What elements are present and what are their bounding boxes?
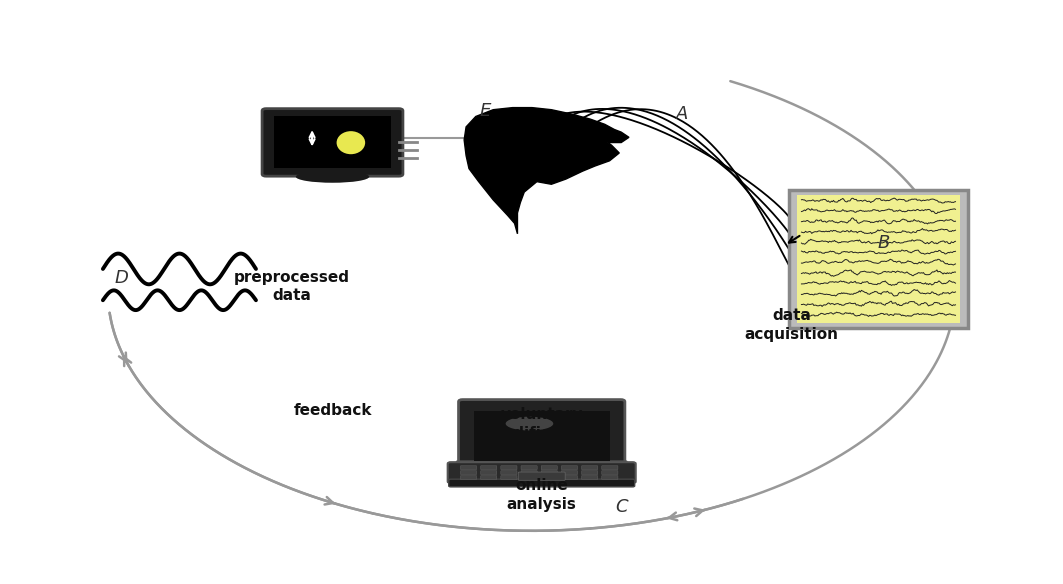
FancyBboxPatch shape bbox=[541, 475, 557, 479]
FancyBboxPatch shape bbox=[561, 475, 577, 479]
FancyBboxPatch shape bbox=[561, 471, 577, 475]
Text: feedback: feedback bbox=[293, 402, 372, 418]
FancyBboxPatch shape bbox=[460, 466, 476, 470]
FancyBboxPatch shape bbox=[480, 471, 496, 475]
Text: data
acquisition: data acquisition bbox=[745, 308, 839, 342]
Polygon shape bbox=[465, 107, 629, 234]
FancyBboxPatch shape bbox=[581, 471, 597, 475]
Ellipse shape bbox=[337, 131, 366, 154]
Text: A: A bbox=[676, 105, 689, 123]
FancyBboxPatch shape bbox=[789, 190, 967, 328]
FancyBboxPatch shape bbox=[521, 471, 537, 475]
Text: online
analysis: online analysis bbox=[507, 478, 576, 512]
Text: C: C bbox=[615, 498, 627, 516]
FancyBboxPatch shape bbox=[456, 461, 627, 468]
Polygon shape bbox=[322, 166, 342, 174]
FancyBboxPatch shape bbox=[521, 475, 537, 479]
FancyBboxPatch shape bbox=[602, 471, 618, 475]
FancyBboxPatch shape bbox=[274, 116, 391, 168]
FancyBboxPatch shape bbox=[460, 475, 476, 479]
FancyBboxPatch shape bbox=[480, 475, 496, 479]
FancyBboxPatch shape bbox=[541, 466, 557, 470]
Ellipse shape bbox=[506, 417, 553, 430]
Text: preprocessed
data: preprocessed data bbox=[234, 270, 350, 303]
FancyBboxPatch shape bbox=[501, 466, 517, 470]
Text: E: E bbox=[479, 102, 491, 120]
FancyBboxPatch shape bbox=[474, 411, 610, 461]
FancyBboxPatch shape bbox=[448, 462, 636, 483]
FancyBboxPatch shape bbox=[519, 472, 566, 480]
Text: voluntary
modification: voluntary modification bbox=[488, 407, 595, 440]
FancyBboxPatch shape bbox=[521, 466, 537, 470]
FancyBboxPatch shape bbox=[501, 471, 517, 475]
Text: B: B bbox=[877, 234, 890, 252]
Ellipse shape bbox=[296, 171, 369, 183]
FancyBboxPatch shape bbox=[480, 466, 496, 470]
Text: D: D bbox=[115, 269, 129, 287]
FancyBboxPatch shape bbox=[581, 475, 597, 479]
FancyBboxPatch shape bbox=[263, 109, 403, 176]
FancyBboxPatch shape bbox=[541, 471, 557, 475]
FancyBboxPatch shape bbox=[561, 466, 577, 470]
FancyBboxPatch shape bbox=[458, 399, 625, 467]
FancyBboxPatch shape bbox=[797, 195, 960, 324]
FancyBboxPatch shape bbox=[449, 479, 635, 487]
FancyBboxPatch shape bbox=[501, 475, 517, 479]
FancyBboxPatch shape bbox=[581, 466, 597, 470]
FancyBboxPatch shape bbox=[460, 471, 476, 475]
FancyBboxPatch shape bbox=[602, 466, 618, 470]
FancyBboxPatch shape bbox=[602, 475, 618, 479]
